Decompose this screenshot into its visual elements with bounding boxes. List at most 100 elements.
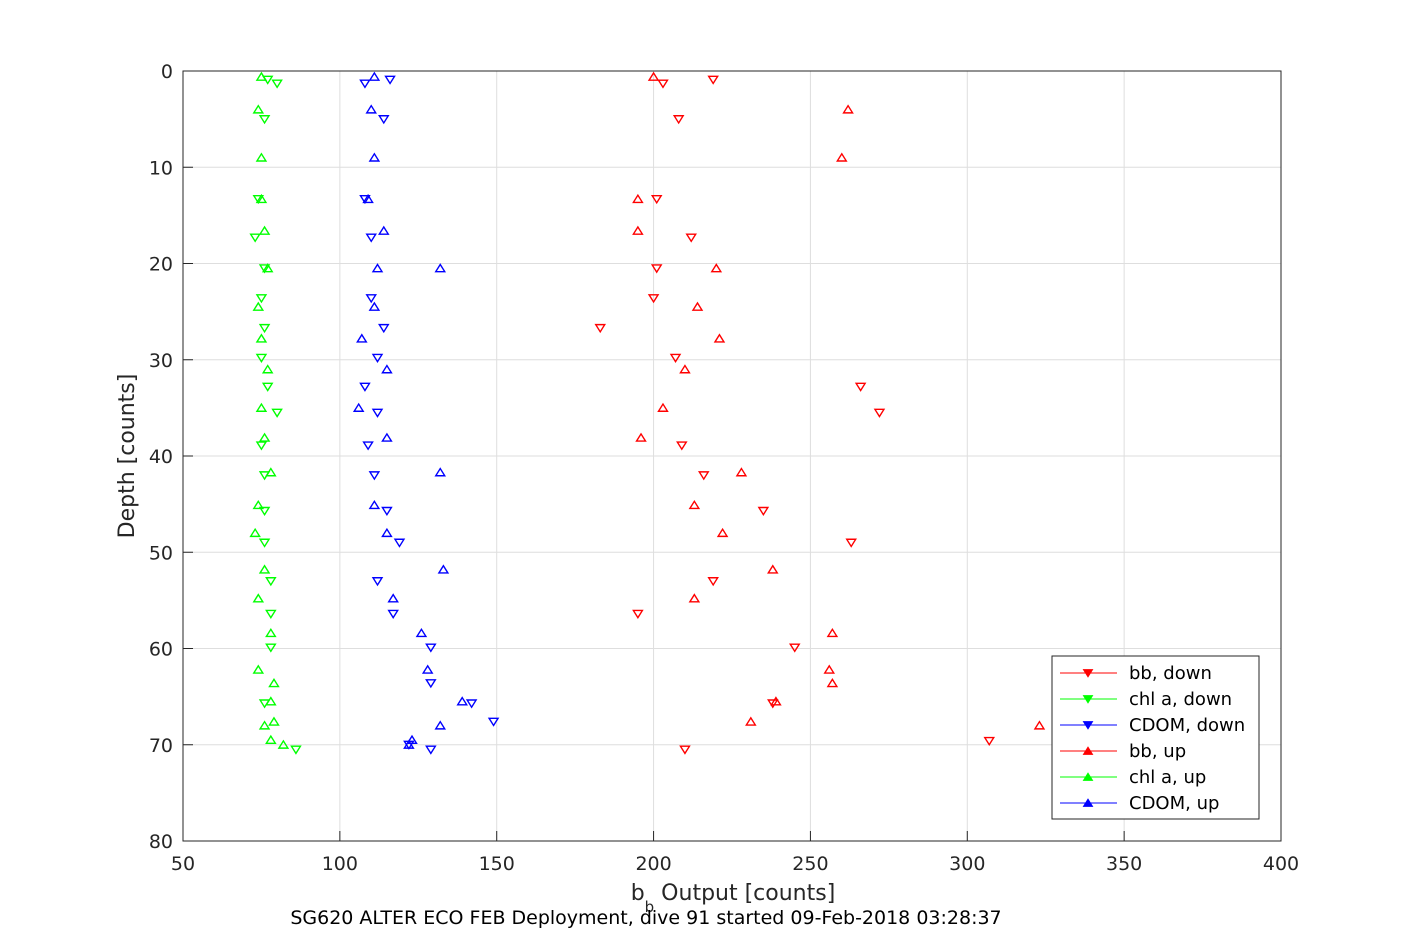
legend-label: CDOM, up bbox=[1129, 793, 1219, 814]
data-point bbox=[268, 678, 280, 688]
data-point bbox=[632, 609, 644, 619]
data-point bbox=[268, 716, 280, 726]
data-point bbox=[352, 402, 365, 412]
data-point bbox=[258, 115, 271, 125]
data-point bbox=[770, 696, 782, 706]
data-point bbox=[255, 402, 268, 412]
data-point bbox=[647, 71, 660, 81]
x-tick-label: 150 bbox=[479, 853, 515, 875]
data-point bbox=[258, 538, 271, 548]
y-tick-label: 60 bbox=[149, 639, 173, 661]
data-point bbox=[368, 471, 381, 481]
y-axis-label: Depth [counts] bbox=[115, 374, 140, 539]
data-point bbox=[271, 79, 283, 89]
x-tick-label: 250 bbox=[792, 853, 828, 875]
data-point bbox=[368, 71, 381, 81]
y-tick-label: 40 bbox=[149, 446, 173, 468]
data-point bbox=[735, 467, 748, 477]
data-point bbox=[845, 538, 857, 548]
data-point bbox=[713, 333, 726, 343]
legend-marker bbox=[1082, 695, 1094, 704]
data-point bbox=[271, 408, 283, 418]
data-point bbox=[406, 734, 418, 745]
data-point bbox=[258, 225, 271, 235]
data-point bbox=[381, 432, 393, 442]
x-tick-label: 50 bbox=[171, 853, 195, 875]
data-point bbox=[359, 194, 371, 205]
data-point bbox=[788, 643, 801, 653]
data-point bbox=[362, 193, 374, 204]
data-point bbox=[258, 720, 271, 730]
legend-marker bbox=[1082, 669, 1094, 678]
data-point bbox=[767, 564, 779, 574]
data-point bbox=[823, 664, 836, 674]
data-point bbox=[252, 664, 265, 674]
x-tick-label: 100 bbox=[322, 853, 358, 875]
data-point bbox=[983, 736, 996, 747]
data-point bbox=[258, 264, 271, 274]
data-point bbox=[265, 577, 277, 587]
data-point bbox=[362, 441, 374, 451]
data-point bbox=[290, 745, 302, 755]
legend: bb, down chl a, down CDOM, down bb, up chl a… bbox=[1051, 655, 1260, 820]
axis-ticks: 50 100 150 200 250 300 350 400 0 10 20 30 40 50 60 70 80 bbox=[149, 61, 1299, 875]
series-4 bbox=[249, 71, 290, 749]
data-point bbox=[378, 115, 390, 125]
data-point bbox=[356, 333, 368, 343]
legend-label: bb, down bbox=[1129, 663, 1212, 684]
data-point bbox=[676, 441, 688, 451]
data-point bbox=[359, 79, 371, 89]
data-point bbox=[265, 696, 277, 706]
data-point bbox=[679, 745, 691, 755]
data-point bbox=[716, 527, 729, 538]
data-point bbox=[685, 233, 697, 243]
data-point bbox=[371, 408, 384, 418]
y-tick-label: 50 bbox=[149, 542, 173, 564]
data-point bbox=[249, 233, 261, 243]
data-point bbox=[381, 364, 393, 374]
data-point bbox=[365, 294, 377, 304]
data-point bbox=[657, 402, 669, 412]
data-point bbox=[368, 499, 381, 510]
data-point bbox=[368, 301, 381, 311]
data-point bbox=[873, 408, 886, 418]
data-point bbox=[421, 664, 434, 674]
data-point bbox=[826, 627, 839, 638]
legend-label: chl a, up bbox=[1129, 767, 1206, 788]
legend-marker bbox=[1082, 721, 1094, 730]
data-point bbox=[381, 506, 393, 517]
data-point bbox=[415, 627, 428, 638]
data-point bbox=[691, 301, 704, 311]
x-tick-label: 350 bbox=[1106, 853, 1142, 875]
data-point bbox=[425, 745, 437, 755]
legend-label: CDOM, down bbox=[1129, 715, 1245, 736]
data-point bbox=[387, 609, 399, 619]
data-point bbox=[698, 471, 710, 481]
data-point bbox=[261, 382, 274, 392]
data-point bbox=[434, 720, 447, 730]
data-point bbox=[255, 71, 268, 81]
data-point bbox=[456, 696, 468, 706]
data-point bbox=[371, 353, 384, 363]
data-point bbox=[368, 152, 381, 162]
data-point bbox=[745, 716, 757, 726]
data-point bbox=[265, 609, 277, 619]
data-point bbox=[381, 527, 393, 538]
data-point bbox=[258, 506, 271, 517]
data-point bbox=[359, 382, 371, 392]
series-5 bbox=[352, 71, 468, 749]
x-axis-label-rest: Output [counts] bbox=[654, 881, 835, 906]
y-tick-label: 20 bbox=[149, 254, 173, 276]
data-point bbox=[465, 699, 478, 709]
chart-caption: SG620 ALTER ECO FEB Deployment, dive 91 … bbox=[290, 907, 1001, 929]
data-point bbox=[688, 593, 701, 603]
data-point bbox=[258, 432, 271, 442]
data-point bbox=[1033, 720, 1046, 730]
data-point bbox=[425, 679, 437, 689]
data-point bbox=[434, 263, 447, 273]
data-point bbox=[632, 193, 644, 204]
data-point bbox=[757, 506, 770, 517]
data-point bbox=[650, 194, 663, 205]
data-points bbox=[249, 71, 1046, 755]
data-point bbox=[437, 564, 450, 574]
